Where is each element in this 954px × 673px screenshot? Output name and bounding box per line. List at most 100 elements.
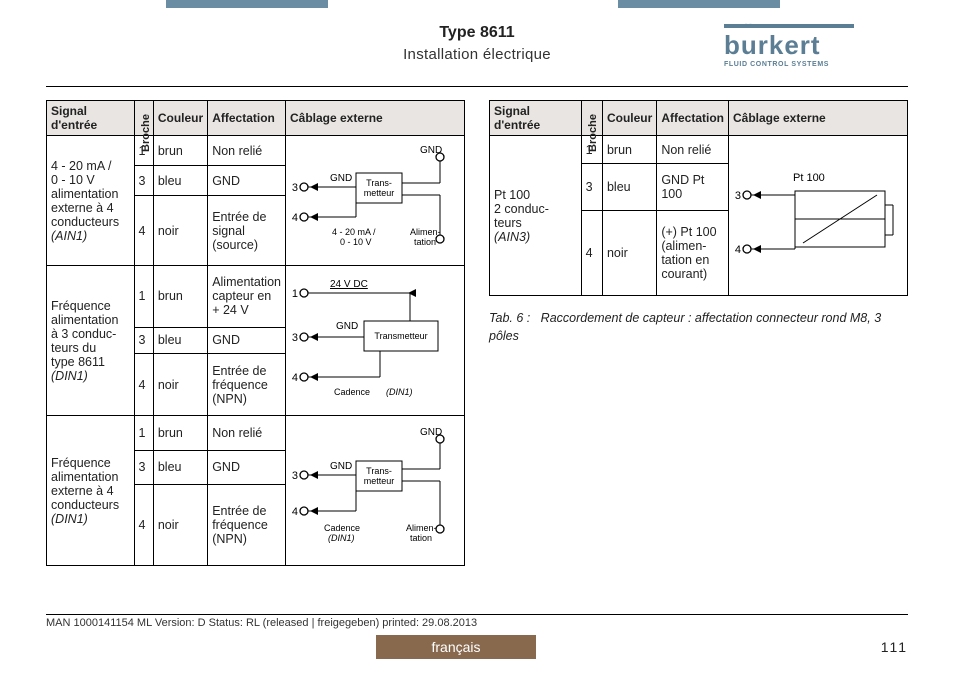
cell-affect: GND — [208, 450, 286, 485]
svg-text:(DIN1): (DIN1) — [386, 387, 413, 397]
cell-diagram: 1 3 4 24 V DC Transmetteur GND Cadence (DIN1… — [285, 266, 464, 416]
cell-color: brun — [153, 136, 207, 166]
left-column: Signal d'entrée Broche Couleur Affectati… — [46, 100, 465, 566]
cell-affect: Entrée de fréquence (NPN) — [208, 485, 286, 566]
svg-text:4: 4 — [292, 372, 298, 384]
diagram-din1-external: 3 4 GNDTrans-metteur GND Cadence(DIN1)Al… — [290, 419, 460, 559]
th-cablage-r: Câblage externe — [728, 101, 907, 136]
th-broche: Broche — [134, 101, 153, 136]
cell-diagram: 3 4 GNDTrans-metteur GND 4 - 20 mA /0 - … — [285, 136, 464, 266]
svg-text:Transmetteur: Transmetteur — [374, 331, 427, 341]
cell-affect: GND — [208, 166, 286, 196]
cell-affect: Entrée de signal (source) — [208, 196, 286, 266]
language-tab: français — [376, 635, 536, 659]
diagram-pt100: 3 4 Pt 100 — [733, 139, 903, 289]
svg-text:4: 4 — [292, 506, 298, 518]
th-couleur-r: Couleur — [602, 101, 656, 136]
cell-color: brun — [602, 136, 656, 164]
svg-text:3: 3 — [292, 332, 298, 344]
svg-text:tation: tation — [414, 237, 436, 247]
cell-affect: GND — [208, 327, 286, 353]
table-row: Fréquencealimentationexterne à 4conducte… — [47, 416, 465, 451]
wiring-table-left: Signal d'entrée Broche Couleur Affectati… — [46, 100, 465, 566]
cell-affect: (+) Pt 100 (alimen- tation en courant) — [657, 211, 729, 296]
svg-text:GND: GND — [330, 173, 352, 184]
cell-pin: 4 — [581, 211, 602, 296]
cell-signal: Pt 1002 conduc-teurs(AIN3) — [490, 136, 582, 296]
logo-word: burkert — [724, 30, 821, 60]
logo-tagline: FLUID CONTROL SYSTEMS — [724, 61, 904, 68]
cell-pin: 4 — [134, 485, 153, 566]
footer-text: MAN 1000141154 ML Version: D Status: RL … — [46, 617, 908, 629]
cell-color: bleu — [153, 450, 207, 485]
title-block: Type 8611 Installation électrique — [267, 24, 687, 63]
content-columns: Signal d'entrée Broche Couleur Affectati… — [46, 100, 908, 566]
svg-text:Pt 100: Pt 100 — [793, 172, 825, 184]
cell-pin: 3 — [134, 450, 153, 485]
diagram-ain1: 3 4 GNDTrans-metteur GND 4 - 20 mA /0 - … — [290, 139, 460, 259]
title-main: Type 8611 — [267, 24, 687, 42]
th-broche-r-text: Broche — [587, 114, 599, 152]
svg-text:4: 4 — [292, 212, 298, 224]
cell-affect: GND Pt 100 — [657, 164, 729, 211]
cell-signal: Fréquencealimentationà 3 conduc-teurs du… — [47, 266, 135, 416]
top-bar-2 — [618, 0, 780, 8]
th-signal: Signal d'entrée — [47, 101, 135, 136]
cell-affect: Entrée de fréquence (NPN) — [208, 354, 286, 416]
svg-text:Trans-: Trans- — [366, 178, 392, 188]
svg-text:GND: GND — [420, 145, 442, 156]
cell-color: brun — [153, 416, 207, 451]
th-affect: Affectation — [208, 101, 286, 136]
svg-text:3: 3 — [292, 182, 298, 194]
svg-text:Cadence: Cadence — [324, 523, 360, 533]
cell-affect: Non relié — [208, 136, 286, 166]
table-caption: Tab. 6 : Raccordement de capteur : affec… — [489, 310, 908, 345]
top-bar-1 — [166, 0, 328, 8]
cell-pin: 4 — [134, 354, 153, 416]
cell-color: brun — [153, 266, 207, 328]
cell-pin: 3 — [134, 327, 153, 353]
cell-signal: Fréquencealimentationexterne à 4conducte… — [47, 416, 135, 566]
svg-text:Trans-: Trans- — [366, 466, 392, 476]
cell-pin: 3 — [581, 164, 602, 211]
svg-text:GND: GND — [336, 321, 358, 332]
cell-signal: 4 - 20 mA /0 - 10 Valimentationexterne à… — [47, 136, 135, 266]
svg-text:(DIN1): (DIN1) — [328, 533, 355, 543]
svg-text:Alimen-: Alimen- — [410, 227, 441, 237]
cell-affect: Non relié — [657, 136, 729, 164]
svg-text:1: 1 — [292, 288, 298, 300]
svg-text:Cadence: Cadence — [334, 387, 370, 397]
cell-diagram: 3 4 Pt 100 — [728, 136, 907, 296]
svg-text:GND: GND — [420, 427, 442, 438]
th-broche-text: Broche — [140, 114, 152, 152]
svg-text:0 - 10 V: 0 - 10 V — [340, 237, 372, 247]
svg-text:24 V DC: 24 V DC — [330, 279, 368, 290]
caption-text: Raccordement de capteur : affectation co… — [489, 311, 881, 343]
th-signal-r: Signal d'entrée — [490, 101, 582, 136]
cell-pin: 4 — [134, 196, 153, 266]
cell-color: noir — [153, 196, 207, 266]
header-rule — [46, 86, 908, 87]
cell-color: noir — [153, 485, 207, 566]
th-cablage: Câblage externe — [285, 101, 464, 136]
page-number: 111 — [881, 639, 908, 655]
svg-text:3: 3 — [292, 470, 298, 482]
table-row: Pt 1002 conduc-teurs(AIN3)1brunNon relié… — [490, 136, 908, 164]
th-affect-r: Affectation — [657, 101, 729, 136]
table-row: Fréquencealimentationà 3 conduc-teurs du… — [47, 266, 465, 328]
page-header: Type 8611 Installation électrique burker… — [0, 24, 954, 80]
cell-pin: 1 — [134, 266, 153, 328]
cell-pin: 1 — [134, 416, 153, 451]
top-accent-bars — [0, 0, 954, 8]
svg-text:metteur: metteur — [364, 476, 395, 486]
diagram-din1-internal: 1 3 4 24 V DC Transmetteur GND Cadence (DIN1… — [290, 269, 460, 409]
svg-text:Alimen-: Alimen- — [406, 523, 437, 533]
cell-color: noir — [602, 211, 656, 296]
caption-label: Tab. 6 : — [489, 311, 530, 325]
th-couleur: Couleur — [153, 101, 207, 136]
cell-pin: 3 — [134, 166, 153, 196]
cell-color: bleu — [153, 327, 207, 353]
svg-text:3: 3 — [735, 190, 741, 202]
svg-text:4: 4 — [735, 244, 741, 256]
table-row: 4 - 20 mA /0 - 10 Valimentationexterne à… — [47, 136, 465, 166]
